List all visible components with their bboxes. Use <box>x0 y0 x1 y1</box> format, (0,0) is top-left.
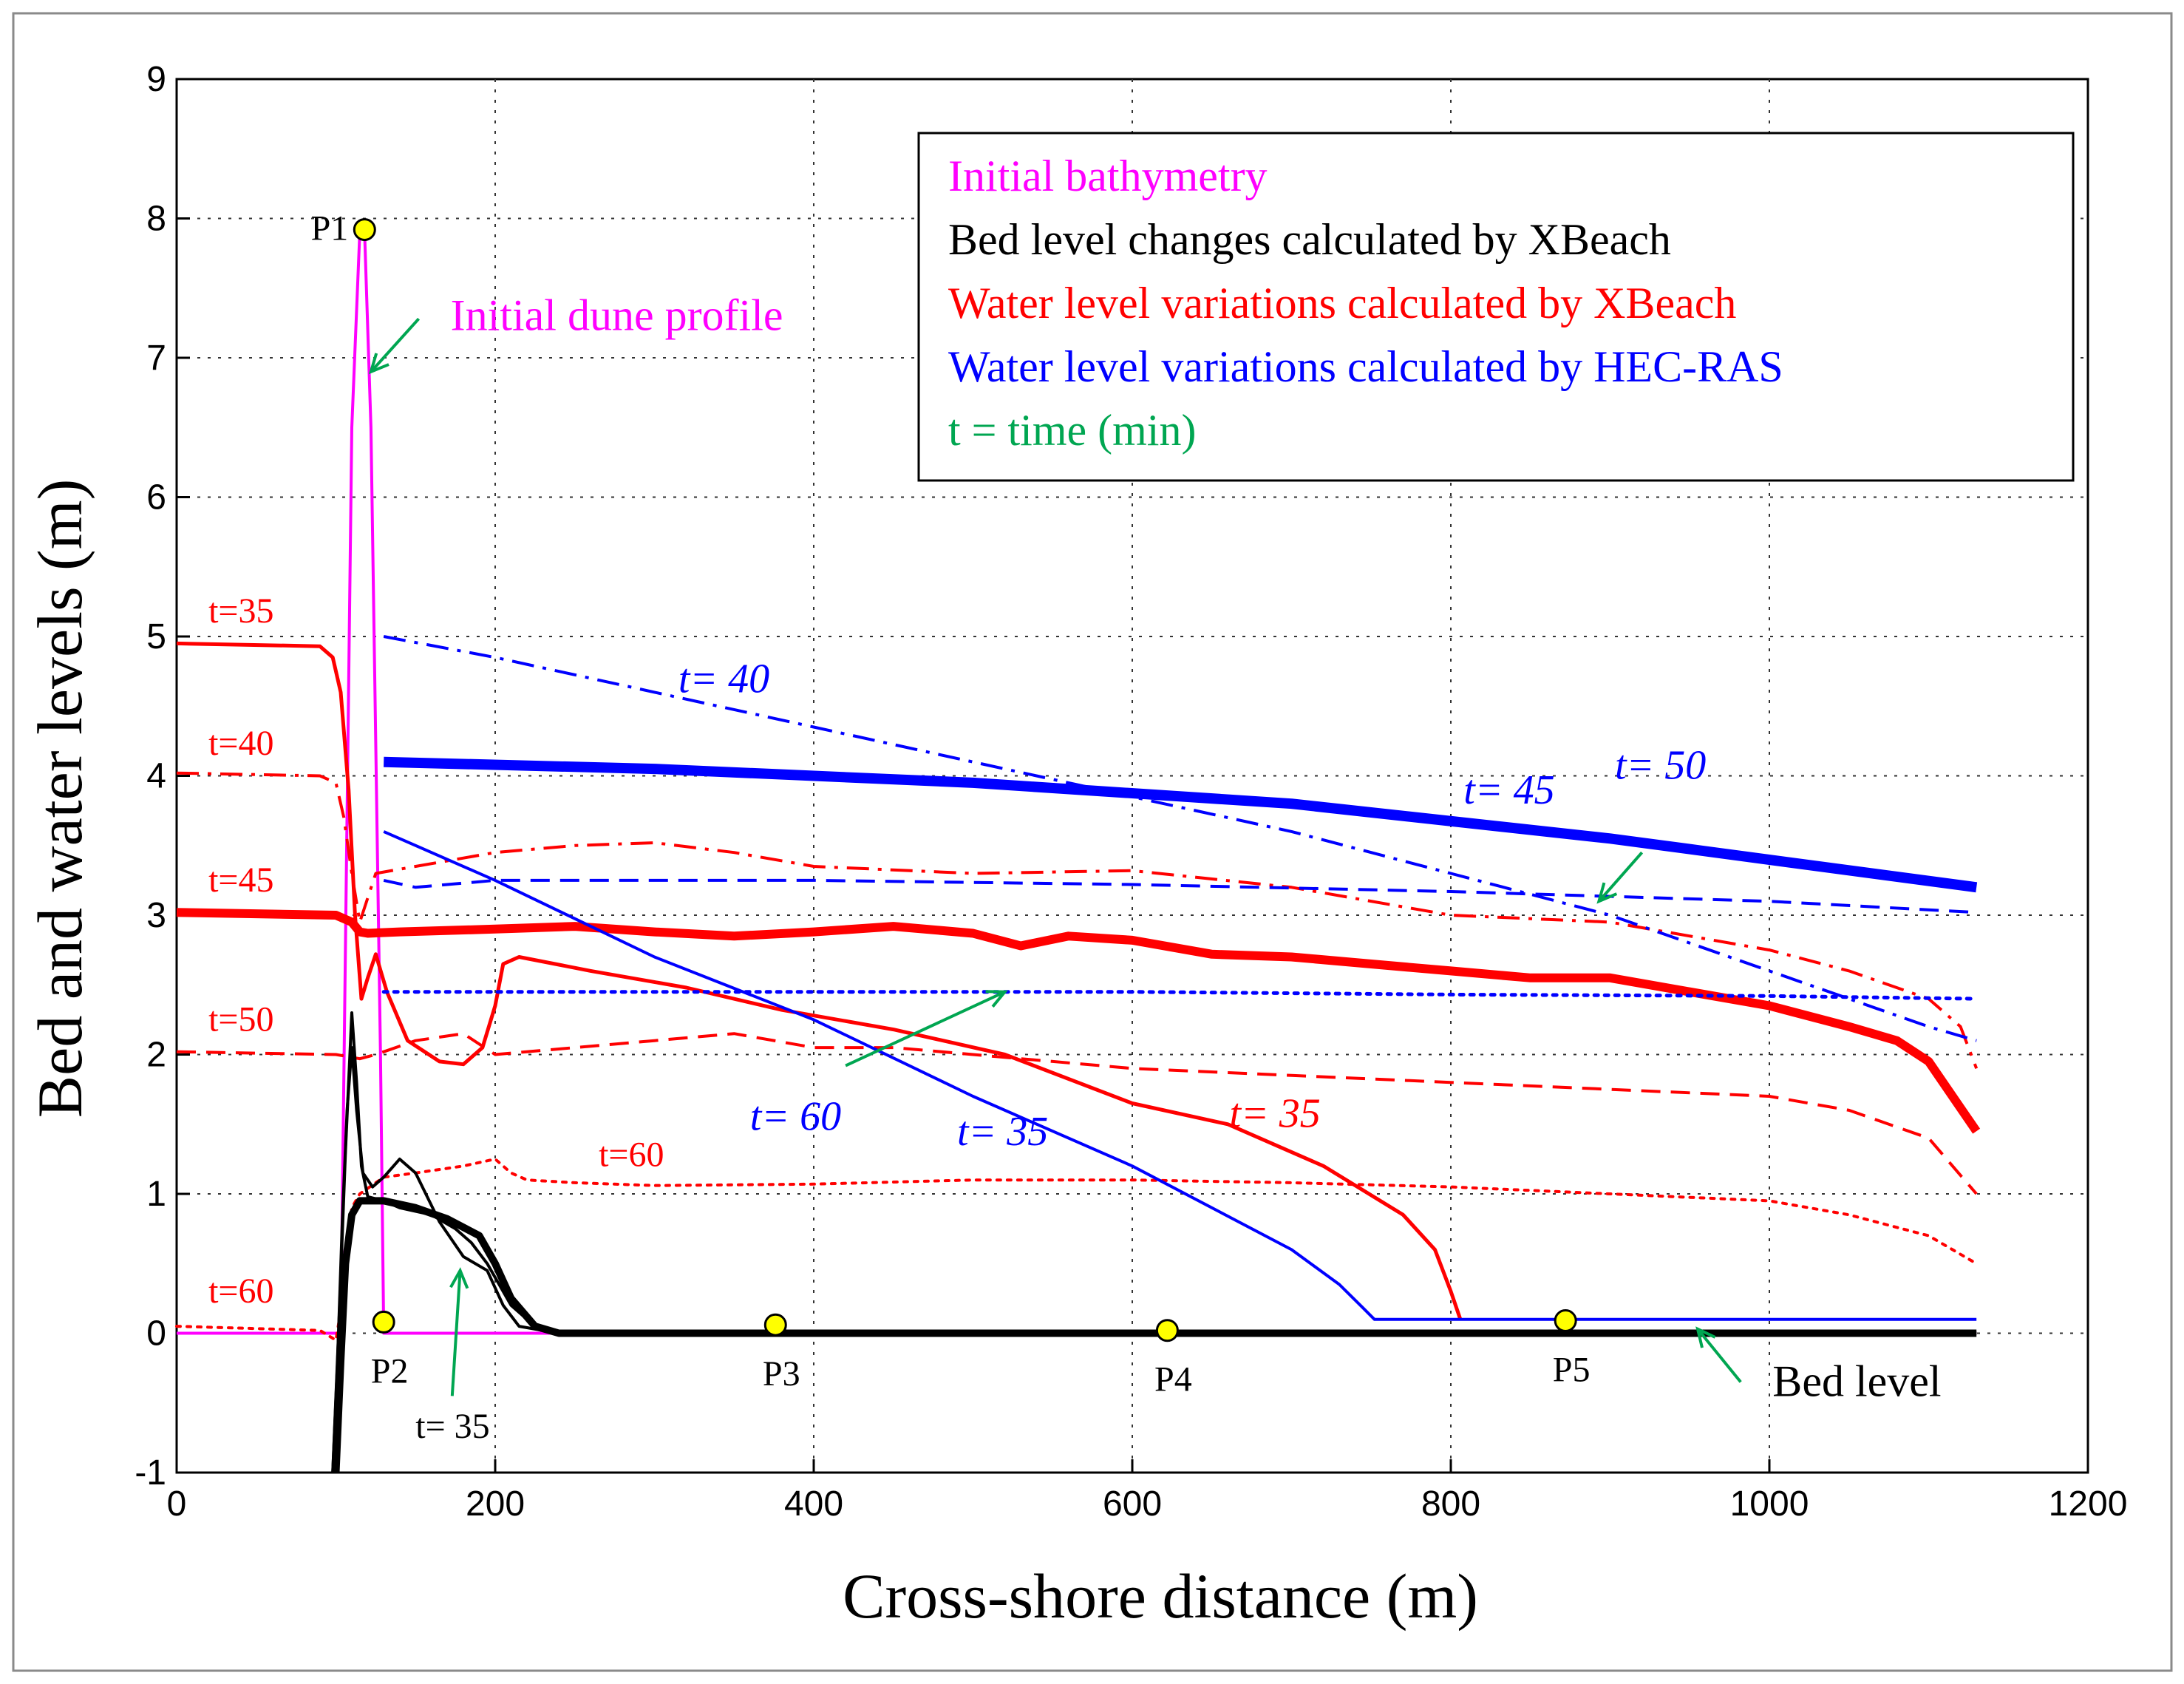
annotation-label: Bed level <box>1772 1357 1941 1405</box>
annotation-label: t= 40 <box>678 656 769 702</box>
annotation-arrow <box>845 990 1006 1067</box>
annotation-label: t=45 <box>208 860 273 900</box>
point-marker <box>372 1310 395 1334</box>
x-tick-label: 600 <box>1103 1484 1162 1524</box>
legend-entry: Water level variations calculated by HEC… <box>948 342 1783 391</box>
x-axis-label: Cross-shore distance (m) <box>843 1561 1478 1632</box>
y-tick-label: 8 <box>146 200 166 239</box>
annotation-label: t= 35 <box>1229 1091 1320 1137</box>
y-tick-label: 3 <box>146 896 166 935</box>
series-line <box>383 635 1977 1042</box>
annotation-arrow <box>1696 1328 1742 1383</box>
series-line <box>332 1197 1977 1473</box>
series-line <box>176 908 1981 1134</box>
y-tick-label: 7 <box>146 339 166 378</box>
legend-entry: Initial bathymetry <box>948 152 1268 200</box>
arrow-head <box>985 990 1008 1008</box>
y-tick-label: 5 <box>146 617 166 656</box>
annotation-label: t=35 <box>208 591 273 631</box>
legend-entry: Bed level changes calculated by XBeach <box>948 215 1671 264</box>
legend: Initial bathymetry Bed level changes calc… <box>917 132 2075 482</box>
point-label: P1 <box>311 209 349 248</box>
series-line <box>383 830 1977 1321</box>
point-label: P4 <box>1154 1360 1192 1399</box>
annotation-label: t= 50 <box>1615 742 1706 788</box>
annotation-label: t= 60 <box>750 1093 841 1139</box>
annotation-label: t= 35 <box>957 1109 1048 1155</box>
series-line <box>381 990 1979 1001</box>
series-line <box>176 1032 1978 1195</box>
arrow-head <box>1695 1326 1716 1348</box>
series-line <box>176 641 1463 1320</box>
series-line <box>383 878 1977 914</box>
y-tick-label: 6 <box>146 478 166 517</box>
y-axis-label: Bed and water levels (m) <box>24 479 95 1118</box>
point-label: P3 <box>763 1354 800 1393</box>
x-tick-label: 200 <box>466 1484 525 1524</box>
point-label: P5 <box>1553 1351 1591 1390</box>
annotation-label: t=40 <box>208 724 273 763</box>
series-line <box>176 771 1979 1070</box>
y-tick-label: 9 <box>146 60 166 99</box>
legend-entry: Water level variations calculated by XBe… <box>948 279 1736 327</box>
legend-box <box>917 132 2075 482</box>
point-marker <box>353 218 376 242</box>
arrow-head <box>449 1267 469 1289</box>
profile-points: P1 P2 P3 P4 P5 <box>311 209 1591 1399</box>
grid-lines <box>177 79 2088 1473</box>
arrow-head <box>368 353 389 375</box>
annotation-arrows <box>368 317 1742 1396</box>
annotation-arrow <box>450 1270 462 1396</box>
x-tick-label: 0 <box>167 1484 187 1524</box>
y-tick-label: -1 <box>135 1453 166 1493</box>
series-lines <box>175 231 1981 1473</box>
legend-entry: t = time (min) <box>948 406 1196 455</box>
annotation-label: t=50 <box>208 999 273 1039</box>
x-tick-label: 1000 <box>1730 1484 1809 1524</box>
point-marker <box>1554 1309 1577 1333</box>
point-label: P2 <box>371 1351 409 1391</box>
x-tick-label: 400 <box>784 1484 843 1524</box>
annotation-arrow <box>1597 851 1644 903</box>
x-tick-label: 800 <box>1421 1484 1480 1524</box>
series-line <box>384 756 1978 893</box>
chart-annotations: Initial dune profile t=35 t=40 t=45 t=50 t=60… <box>208 291 1941 1446</box>
annotation-label: t=60 <box>599 1135 664 1174</box>
point-marker <box>763 1313 787 1337</box>
annotation-arrow <box>370 317 421 373</box>
annotation-label: t= 45 <box>1463 767 1554 813</box>
x-tick-label: 1200 <box>2049 1484 2128 1524</box>
y-tick-label: 1 <box>146 1175 166 1214</box>
y-tick-label: 0 <box>146 1314 166 1354</box>
annotation-label: t=60 <box>208 1272 273 1311</box>
point-marker <box>1155 1319 1179 1342</box>
annotation-label: Initial dune profile <box>451 291 783 339</box>
y-tick-label: 4 <box>146 757 166 796</box>
annotation-label: t= 35 <box>415 1407 489 1446</box>
arrow-head <box>1596 882 1618 904</box>
y-tick-label: 2 <box>146 1036 166 1075</box>
